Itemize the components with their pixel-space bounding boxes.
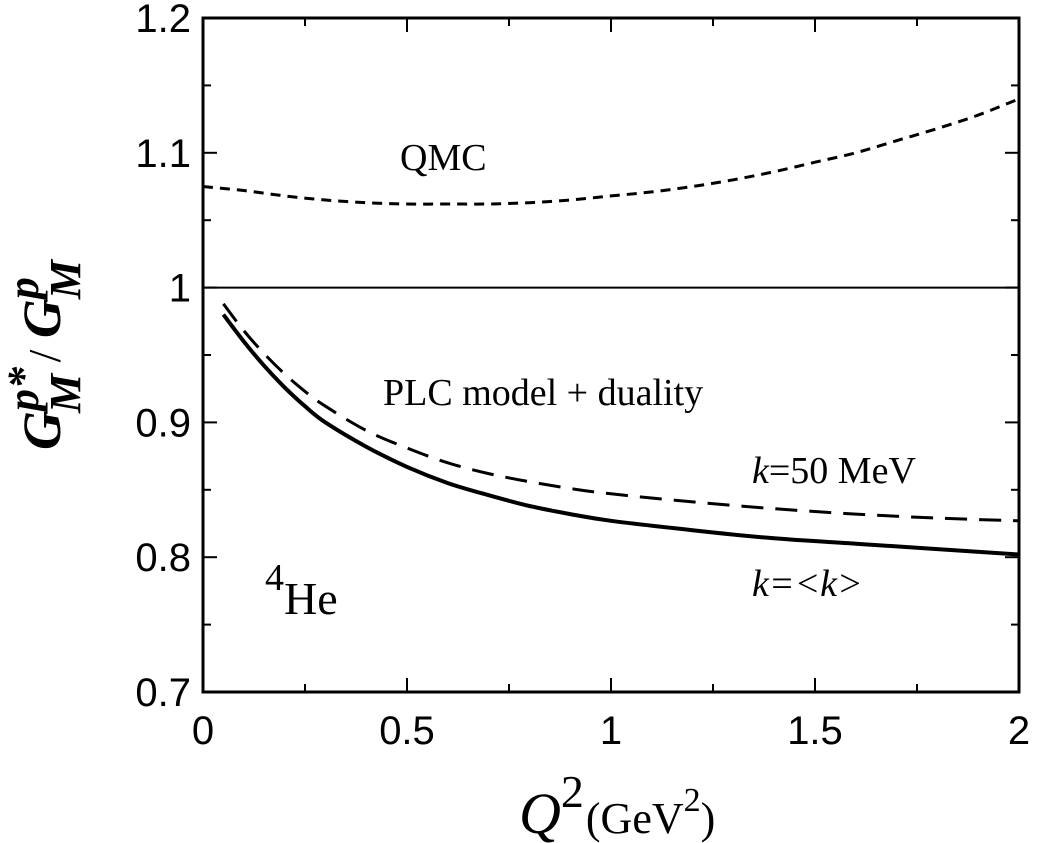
nucleus-mass: 4: [265, 557, 284, 599]
xlabel-base: Q: [519, 781, 561, 843]
kavg-var2: k: [820, 563, 838, 605]
ylabel-num-sup: p*: [0, 366, 48, 415]
x-tick-label: 2: [1008, 709, 1030, 753]
series-line-qmc: [202, 97, 1020, 206]
y-tick-label: 0.8: [135, 536, 191, 580]
y-tick-label: 0.9: [135, 401, 191, 445]
ylabel-num-base: G: [12, 411, 72, 450]
series-line-k50: [222, 302, 1020, 523]
y-tick-label: 0.7: [135, 671, 191, 715]
series-layer: [202, 97, 1020, 557]
kavg-eq: =<: [769, 563, 820, 605]
k50-rest: =50 MeV: [769, 450, 917, 492]
x-tick-label: 1.5: [787, 709, 843, 753]
xlabel-unit-post: ): [701, 794, 716, 843]
annotation-nucleus: 4He: [265, 557, 338, 624]
x-axis-label: Q2(GeV2): [519, 766, 715, 843]
y-tick-label: 1.2: [135, 0, 191, 41]
ylabel-den-sup: p: [0, 277, 48, 303]
kavg-var: k: [752, 563, 770, 605]
x-tick-label: 1: [600, 709, 622, 753]
kavg-close: >: [837, 563, 863, 605]
xlabel-sup: 2: [561, 766, 584, 817]
ylabel-den-base: G: [12, 299, 72, 338]
plot-frame: [201, 16, 1021, 694]
k50-var: k: [752, 450, 770, 492]
y-tick-label: 1.1: [135, 132, 191, 176]
y-axis-label: Gp*M / GpM: [0, 258, 90, 450]
ylabel-num-sub: M: [41, 372, 90, 414]
annotation-kavg: k=<k>: [752, 563, 863, 605]
annotation-k50: k=50 MeV: [752, 450, 916, 492]
annotation-qmc: QMC: [400, 137, 487, 179]
ylabel-sep: /: [19, 338, 70, 374]
xlabel-unit-pre: (GeV: [586, 794, 684, 843]
series-line-kavg: [221, 313, 1020, 557]
annotation-plc: PLC model + duality: [383, 372, 703, 414]
nucleus-symbol: He: [284, 573, 338, 624]
ylabel-den-sub: M: [41, 258, 90, 300]
xlabel-unit-sup: 2: [684, 782, 701, 819]
y-tick-label: 1: [169, 267, 191, 311]
x-tick-label: 0.5: [379, 709, 435, 753]
x-tick-label: 0: [192, 709, 214, 753]
